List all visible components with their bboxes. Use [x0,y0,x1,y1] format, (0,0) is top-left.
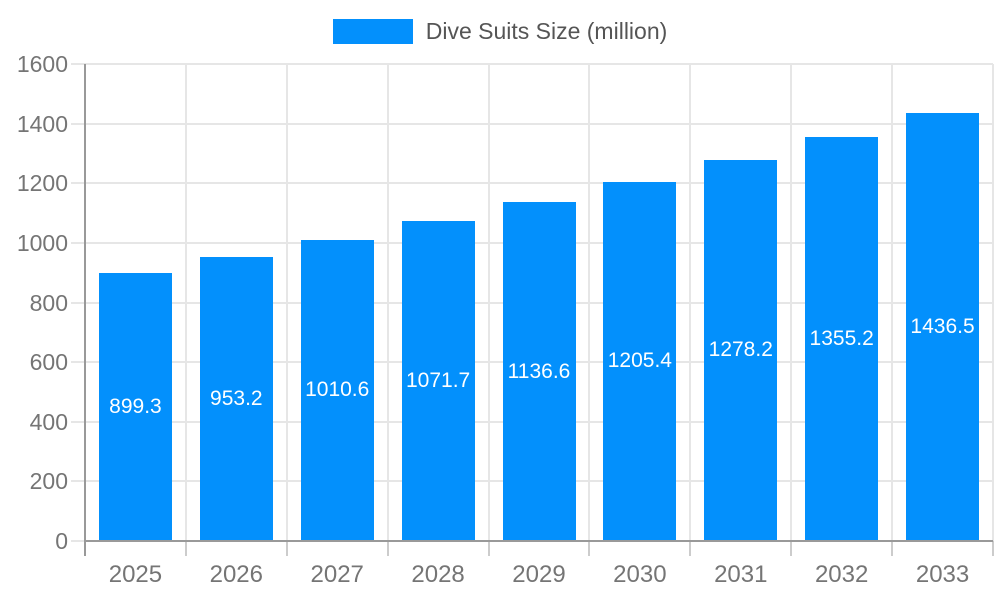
x-axis-tick [790,541,793,556]
legend-label: Dive Suits Size (million) [425,18,668,44]
x-axis-label-2026: 2026 [209,561,263,588]
bar-value-label: 953.2 [210,386,263,410]
y-axis-tick-label: 800 [29,289,68,316]
y-axis-tick-label: 0 [55,528,68,554]
x-axis-label-2029: 2029 [512,561,566,588]
y-axis-tick [71,361,85,364]
y-axis-tick-label: 600 [29,349,68,376]
x-axis-label-2030: 2030 [613,561,667,588]
bar-value-label: 1071.7 [405,369,471,393]
y-axis-tick-label: 1600 [16,51,68,77]
v-gridline [689,64,692,541]
bar-value-label: 1355.2 [809,326,874,350]
chart-legend[interactable]: Dive Suits Size (million) [0,18,1000,45]
y-axis-tick [71,420,85,423]
y-axis-tick [71,122,85,125]
bar-value-label: 1136.6 [507,359,571,383]
legend-swatch [332,19,413,44]
bar-2026[interactable] [199,256,273,541]
v-gridline [285,64,288,541]
bar-value-label: 1205.4 [607,349,672,373]
x-axis-tick [386,541,389,556]
v-gridline [992,64,994,541]
y-axis-tick [71,241,85,244]
y-axis-tick-label: 1400 [16,110,68,137]
bar-2032[interactable] [805,136,879,541]
x-axis-tick [689,541,692,556]
v-gridline [487,64,490,541]
x-axis-tick [184,541,187,556]
h-gridline [85,182,993,185]
x-axis-label-2032: 2032 [814,561,869,588]
v-gridline [790,64,793,541]
y-axis-tick-label: 1000 [16,229,68,256]
y-axis-tick [71,182,85,185]
x-axis-label-2028: 2028 [411,561,465,588]
h-gridline [85,63,993,65]
y-axis-tick [71,301,85,304]
x-axis-label-2025: 2025 [108,561,163,588]
bar-2031[interactable] [704,159,778,541]
h-gridline [85,122,993,125]
y-axis-tick [71,63,85,65]
y-axis-tick [71,480,85,483]
x-axis-tick [992,541,994,556]
bar-value-label: 1010.6 [305,378,370,402]
x-axis-tick [891,541,894,556]
v-gridline [588,64,591,541]
x-axis-label-2031: 2031 [714,561,768,588]
bar-2033[interactable] [906,112,980,541]
bar-2027[interactable] [300,239,374,541]
x-axis-label-2033: 2033 [915,561,970,588]
y-axis-tick-label: 200 [29,468,68,495]
y-axis-tick-label: 1200 [16,170,68,197]
y-axis-line [84,64,86,556]
bar-2030[interactable] [603,181,677,541]
v-gridline [891,64,894,541]
x-axis-label-2027: 2027 [310,561,364,588]
v-gridline [184,64,187,541]
v-gridline [386,64,389,541]
bar-2025[interactable] [98,272,172,541]
x-axis-tick [487,541,490,556]
bar-value-label: 1436.5 [910,314,975,338]
bar-value-label: 1278.2 [708,338,773,362]
bar-2028[interactable] [401,221,475,541]
bar-value-label: 899.3 [109,394,162,418]
x-axis-line [85,540,993,542]
y-axis-tick [71,540,85,542]
bar-2029[interactable] [502,202,576,541]
x-axis-tick [285,541,288,556]
y-axis-tick-label: 400 [29,408,68,435]
x-axis-tick [588,541,591,556]
